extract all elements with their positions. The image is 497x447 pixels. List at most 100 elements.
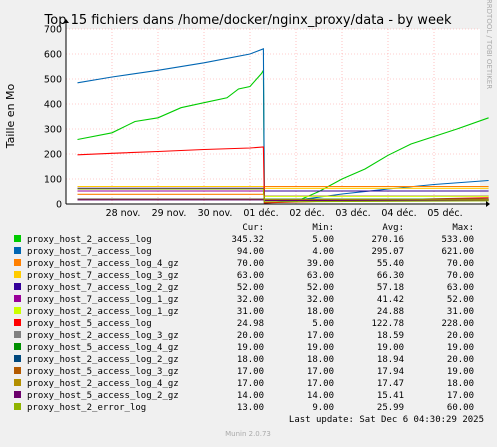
legend-cur-value: 13.00	[237, 403, 264, 413]
legend-swatch	[14, 367, 21, 374]
legend-avg-value: 18.94	[377, 355, 404, 365]
legend-max-value: 20.00	[447, 331, 474, 341]
legend-min-value: 19.00	[307, 343, 334, 353]
legend-swatch	[14, 379, 21, 386]
x-tick-label: 02 déc.	[289, 208, 324, 219]
x-tick-label: 03 déc.	[335, 208, 370, 219]
legend-header-avg: Avg:	[382, 223, 404, 233]
legend-cur-value: 17.00	[237, 367, 264, 377]
legend-swatch	[14, 343, 21, 350]
legend-swatch	[14, 235, 21, 242]
legend-max-value: 52.00	[447, 295, 474, 305]
legend-max-value: 60.00	[447, 403, 474, 413]
legend-series-name: proxy_host_5_access_log_4_gz	[27, 343, 179, 353]
legend-swatch	[14, 403, 21, 410]
legend-max-value: 63.00	[447, 283, 474, 293]
legend-max-value: 70.00	[447, 259, 474, 269]
chart-title: Top 15 fichiers dans /home/docker/nginx_…	[44, 13, 452, 28]
legend-avg-value: 55.40	[377, 259, 404, 269]
x-tick-label: 05 déc.	[427, 208, 462, 219]
legend-series-name: proxy_host_2_access_log_2_gz	[27, 355, 179, 365]
legend-min-value: 18.00	[307, 355, 334, 365]
legend-cur-value: 70.00	[237, 259, 264, 269]
legend-avg-value: 41.42	[377, 295, 404, 305]
y-tick-label: 300	[44, 125, 62, 136]
y-tick-label: 700	[44, 25, 62, 36]
legend-swatch	[14, 307, 21, 314]
legend-swatch	[14, 355, 21, 362]
legend-avg-value: 17.94	[377, 367, 404, 377]
legend-avg-value: 66.30	[377, 271, 404, 281]
legend-min-value: 32.00	[307, 295, 334, 305]
legend-cur-value: 32.00	[237, 295, 264, 305]
legend-series-name: proxy_host_7_access_log	[27, 247, 152, 257]
legend-swatch	[14, 283, 21, 290]
legend-avg-value: 18.59	[377, 331, 404, 341]
legend-series-name: proxy_host_7_access_log_4_gz	[27, 259, 179, 269]
legend-avg-value: 15.41	[377, 391, 404, 401]
legend-series-name: proxy_host_7_access_log_1_gz	[27, 295, 179, 305]
legend-min-value: 5.00	[312, 319, 334, 329]
legend-min-value: 63.00	[307, 271, 334, 281]
x-tick-label: 04 déc.	[381, 208, 416, 219]
legend-cur-value: 18.00	[237, 355, 264, 365]
y-tick-label: 0	[56, 200, 62, 211]
last-update: Last update: Sat Dec 6 04:30:29 2025	[289, 415, 484, 425]
legend-swatch	[14, 295, 21, 302]
legend-cur-value: 345.32	[231, 235, 264, 245]
y-tick-label: 100	[44, 175, 62, 186]
x-tick-label: 29 nov.	[152, 208, 187, 219]
plot-area	[66, 29, 480, 204]
legend-avg-value: 19.00	[377, 343, 404, 353]
x-tick-label: 28 nov.	[106, 208, 141, 219]
legend-series-name: proxy_host_5_access_log_2_gz	[27, 391, 179, 401]
legend-cur-value: 52.00	[237, 283, 264, 293]
legend-series-name: proxy_host_2_access_log_1_gz	[27, 307, 179, 317]
legend-cur-value: 63.00	[237, 271, 264, 281]
legend-min-value: 39.00	[307, 259, 334, 269]
legend-cur-value: 20.00	[237, 331, 264, 341]
legend-series-name: proxy_host_7_access_log_2_gz	[27, 283, 179, 293]
rrdtool-side-label: RRDTOOL / TOBI OETIKER	[485, 0, 493, 89]
legend-max-value: 533.00	[441, 235, 474, 245]
legend-swatch	[14, 391, 21, 398]
legend-series-name: proxy_host_5_access_log_3_gz	[27, 367, 179, 377]
legend-swatch	[14, 331, 21, 338]
legend-max-value: 17.00	[447, 391, 474, 401]
legend-series-name: proxy_host_2_error_log	[27, 403, 146, 413]
legend-series-name: proxy_host_2_access_log	[27, 235, 152, 245]
legend-series-name: proxy_host_2_access_log_3_gz	[27, 331, 179, 341]
y-tick-label: 600	[44, 50, 62, 61]
legend-swatch	[14, 259, 21, 266]
legend-header-cur: Cur:	[242, 223, 264, 233]
legend-cur-value: 94.00	[237, 247, 264, 257]
legend-max-value: 20.00	[447, 355, 474, 365]
legend-max-value: 19.00	[447, 367, 474, 377]
legend-min-value: 9.00	[312, 403, 334, 413]
legend-cur-value: 24.98	[237, 319, 264, 329]
legend-max-value: 31.00	[447, 307, 474, 317]
y-tick-label: 500	[44, 75, 62, 86]
legend-min-value: 5.00	[312, 235, 334, 245]
legend-swatch	[14, 319, 21, 326]
legend-cur-value: 19.00	[237, 343, 264, 353]
legend-header-min: Min:	[312, 223, 334, 233]
legend-avg-value: 295.07	[371, 247, 404, 257]
legend-cur-value: 31.00	[237, 307, 264, 317]
legend-avg-value: 25.99	[377, 403, 404, 413]
y-axis-label: Taille en Mo	[4, 83, 17, 149]
legend-swatch	[14, 247, 21, 254]
legend-avg-value: 122.78	[371, 319, 404, 329]
legend-avg-value: 270.16	[371, 235, 404, 245]
legend-max-value: 621.00	[441, 247, 474, 257]
legend-cur-value: 17.00	[237, 379, 264, 389]
y-tick-label: 200	[44, 150, 62, 161]
legend-max-value: 70.00	[447, 271, 474, 281]
legend-min-value: 4.00	[312, 247, 334, 257]
munin-footer: Munin 2.0.73	[225, 430, 271, 438]
legend-min-value: 52.00	[307, 283, 334, 293]
legend-series-name: proxy_host_7_access_log_3_gz	[27, 271, 179, 281]
legend-cur-value: 14.00	[237, 391, 264, 401]
